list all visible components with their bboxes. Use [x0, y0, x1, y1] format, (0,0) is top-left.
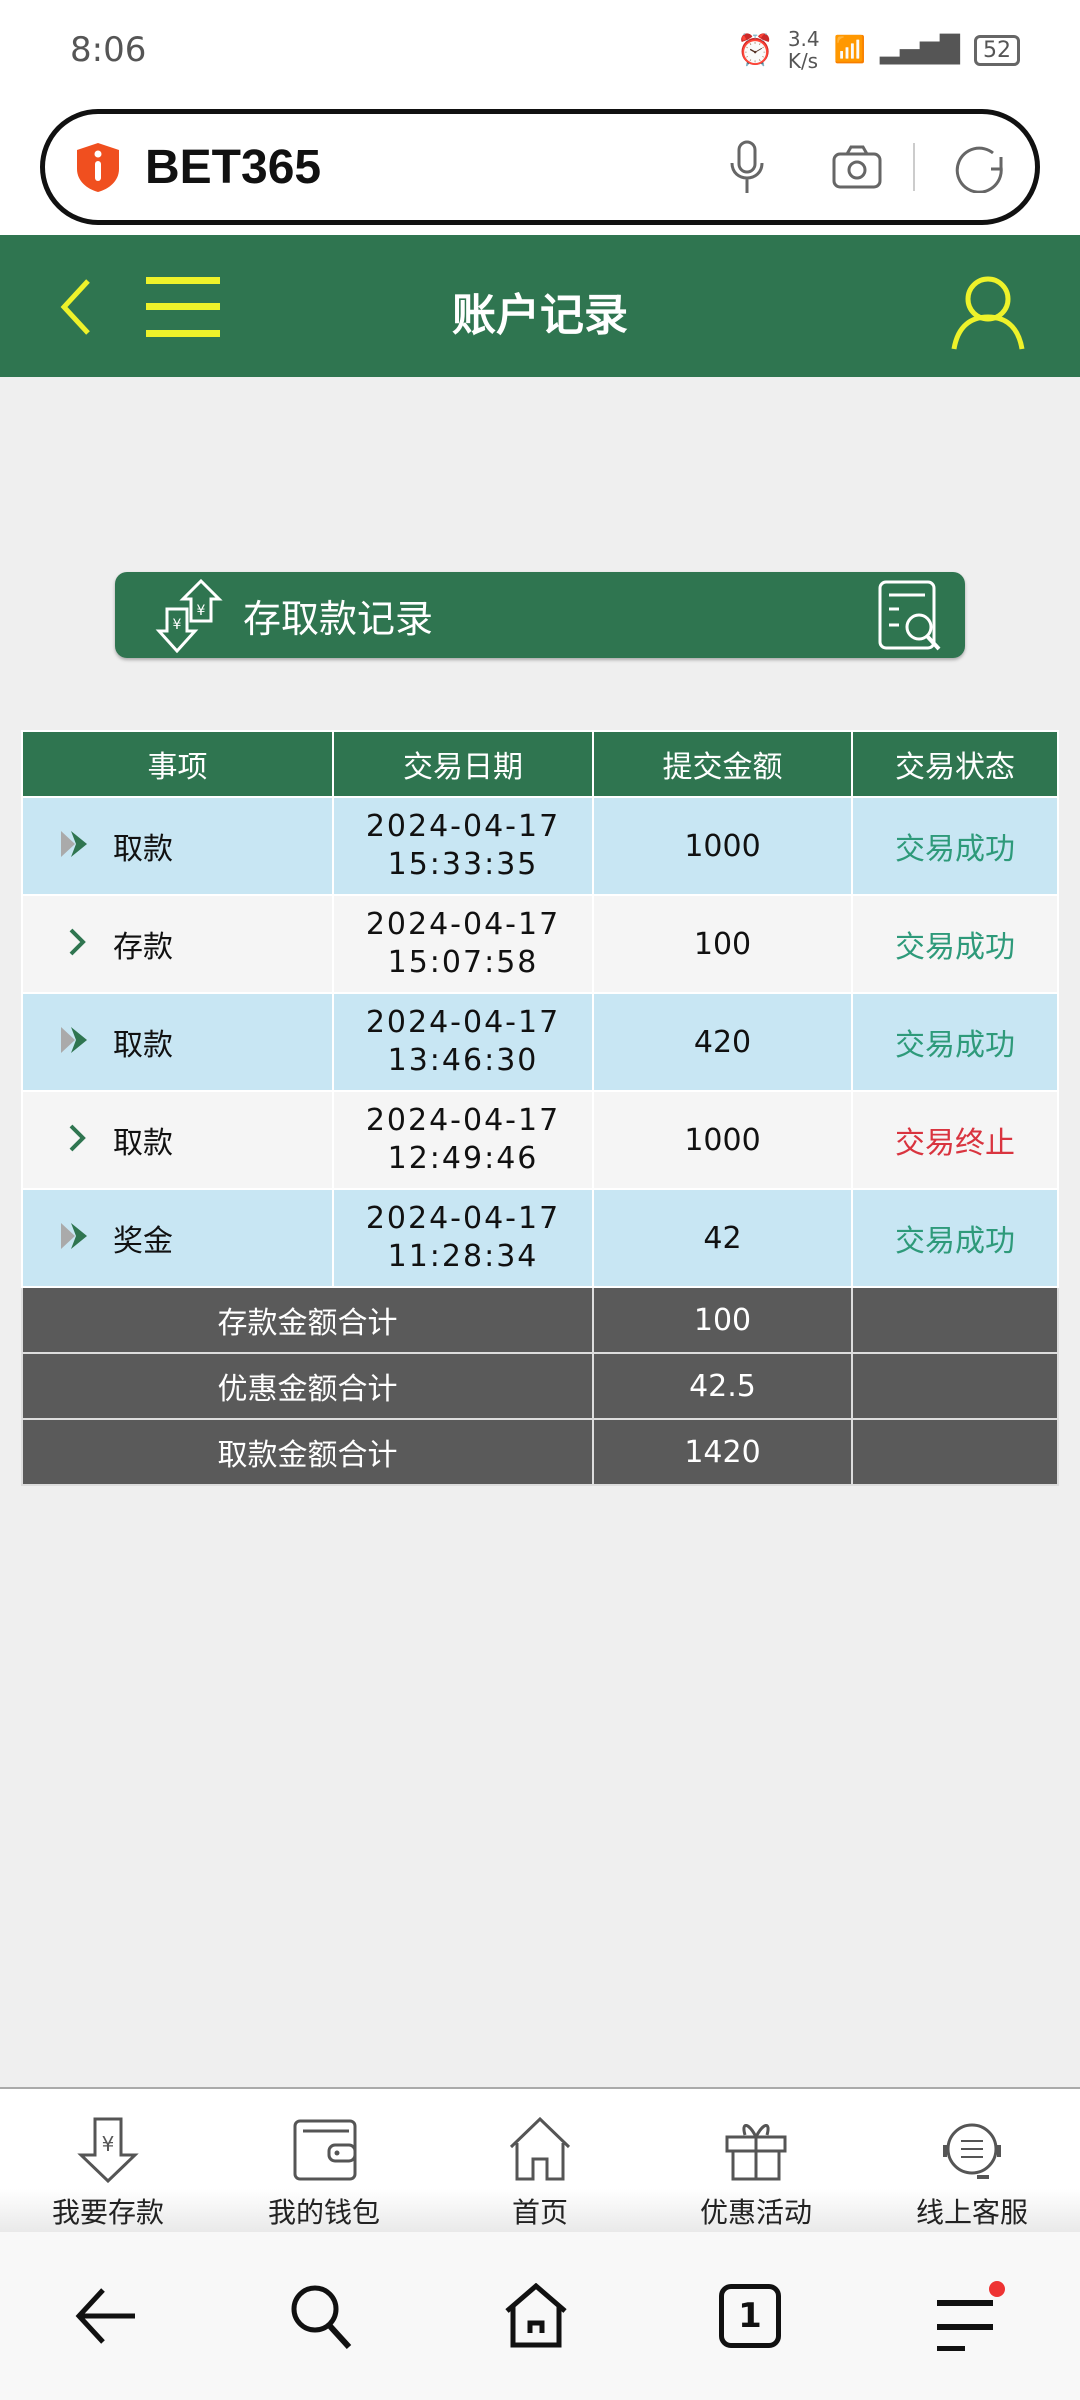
table-row[interactable]: 取款 2024-04-17 12:49:46 1000 交易终止 [21, 1090, 1059, 1190]
camera-icon[interactable] [831, 144, 883, 190]
cell-date: 2024-04-17 13:46:30 [332, 992, 594, 1092]
security-shield-icon[interactable] [75, 141, 121, 193]
table-row[interactable]: 取款 2024-04-17 13:46:30 420 交易成功 [21, 992, 1059, 1092]
double-chevron-icon [61, 1027, 87, 1053]
cell-amount: 100 [592, 894, 853, 994]
table-row[interactable]: 存款 2024-04-17 15:07:58 100 交易成功 [21, 894, 1059, 994]
support-icon [943, 2123, 1001, 2179]
cell-date: 2024-04-17 12:49:46 [332, 1090, 594, 1190]
total-empty [851, 1352, 1059, 1420]
total-label: 存款金额合计 [21, 1286, 594, 1354]
nav-home[interactable]: 首页 [432, 2089, 648, 2232]
table-row[interactable]: 取款 2024-04-17 15:33:35 1000 交易成功 [21, 796, 1059, 896]
nav-wallet[interactable]: 我的钱包 [216, 2089, 432, 2232]
svg-text:¥: ¥ [173, 617, 182, 633]
microphone-icon[interactable] [727, 139, 767, 195]
cell-item: 存款 [21, 894, 334, 994]
search-icon[interactable] [289, 2283, 353, 2349]
back-arrow-icon[interactable] [75, 2286, 139, 2346]
section-title: 存取款记录 [243, 596, 434, 641]
cell-date: 2024-04-17 15:33:35 [332, 796, 594, 896]
divider [913, 143, 915, 191]
col-date: 交易日期 [332, 730, 594, 798]
gift-icon [725, 2124, 787, 2181]
page-title: 账户记录 [452, 290, 628, 341]
status-badge: 交易成功 [851, 992, 1059, 1092]
total-row: 存款金额合计 100 [21, 1286, 1059, 1354]
table-row[interactable]: 奖金 2024-04-17 11:28:34 42 交易成功 [21, 1188, 1059, 1288]
back-icon[interactable] [58, 277, 94, 337]
tabs-button[interactable]: 1 [719, 2284, 781, 2348]
cell-amount: 420 [592, 992, 853, 1092]
total-label: 取款金额合计 [21, 1418, 594, 1486]
reload-icon[interactable] [953, 141, 1005, 193]
status-badge: 交易成功 [851, 894, 1059, 994]
home-icon[interactable] [503, 2283, 569, 2349]
bottom-nav: ¥ 我要存款 我的钱包 首页 优惠活动 线上客服 [0, 2087, 1080, 2232]
cell-item: 取款 [21, 796, 334, 896]
double-chevron-icon [61, 831, 87, 857]
total-empty [851, 1286, 1059, 1354]
menu-icon[interactable] [146, 277, 220, 337]
chevron-right-icon [69, 1124, 86, 1152]
total-empty [851, 1418, 1059, 1486]
battery-icon: 52 [974, 34, 1020, 66]
total-label: 优惠金额合计 [21, 1352, 594, 1420]
signal-icon: ▂▄▆█ [880, 35, 960, 65]
cell-amount: 42 [592, 1188, 853, 1288]
cell-date: 2024-04-17 15:07:58 [332, 894, 594, 994]
chevron-right-icon [69, 928, 86, 956]
records-table: 事项 交易日期 提交金额 交易状态 取款 2024-04-17 15:33:35 … [21, 730, 1059, 1486]
col-amount: 提交金额 [592, 730, 853, 798]
total-value: 100 [592, 1286, 853, 1354]
nav-deposit[interactable]: ¥ 我要存款 [0, 2089, 216, 2232]
status-badge: 交易成功 [851, 796, 1059, 896]
cell-date: 2024-04-17 11:28:34 [332, 1188, 594, 1288]
wallet-icon [293, 2119, 357, 2181]
cell-item: 奖金 [21, 1188, 334, 1288]
deposit-icon: ¥ [77, 2117, 139, 2183]
col-item: 事项 [21, 730, 334, 798]
table-header: 事项 交易日期 提交金额 交易状态 [21, 730, 1059, 798]
cell-item: 取款 [21, 1090, 334, 1190]
cell-amount: 1000 [592, 796, 853, 896]
double-chevron-icon [61, 1223, 87, 1249]
exchange-money-icon: ¥¥ [155, 578, 223, 653]
address-bar[interactable]: BET365 [40, 109, 1040, 225]
wifi-icon: 📶 [833, 35, 867, 65]
nav-support[interactable]: 线上客服 [864, 2089, 1080, 2232]
status-badge: 交易终止 [851, 1090, 1059, 1190]
section-banner: ¥ ¥ 存取款记录 [115, 572, 965, 658]
total-value: 42.5 [592, 1352, 853, 1420]
col-status: 交易状态 [851, 730, 1059, 798]
home-icon [509, 2117, 571, 2181]
browser-address-area: BET365 [0, 105, 1080, 235]
status-bar: 8:06 ⏰ 3.4 K/s 📶 ▂▄▆█ 52 [0, 0, 1080, 105]
svg-text:¥: ¥ [197, 603, 206, 619]
nav-promotions[interactable]: 优惠活动 [648, 2089, 864, 2232]
browser-toolbar: 1 [0, 2232, 1080, 2400]
clock: 8:06 [70, 30, 147, 70]
status-badge: 交易成功 [851, 1188, 1059, 1288]
total-row: 取款金额合计 1420 [21, 1418, 1059, 1486]
search-records-icon[interactable] [877, 579, 945, 651]
menu-icon[interactable] [931, 2281, 1005, 2351]
cell-item: 取款 [21, 992, 334, 1092]
total-value: 1420 [592, 1418, 853, 1486]
status-icons: ⏰ 3.4 K/s 📶 ▂▄▆█ 52 [736, 28, 1020, 72]
alarm-icon: ⏰ [736, 32, 774, 68]
user-icon[interactable] [950, 275, 1026, 351]
net-speed: 3.4 K/s [787, 27, 820, 73]
total-row: 优惠金额合计 42.5 [21, 1352, 1059, 1420]
url-text[interactable]: BET365 [145, 140, 322, 194]
svg-text:¥: ¥ [102, 2132, 115, 2156]
app-header: 账户记录 [0, 235, 1080, 377]
cell-amount: 1000 [592, 1090, 853, 1190]
